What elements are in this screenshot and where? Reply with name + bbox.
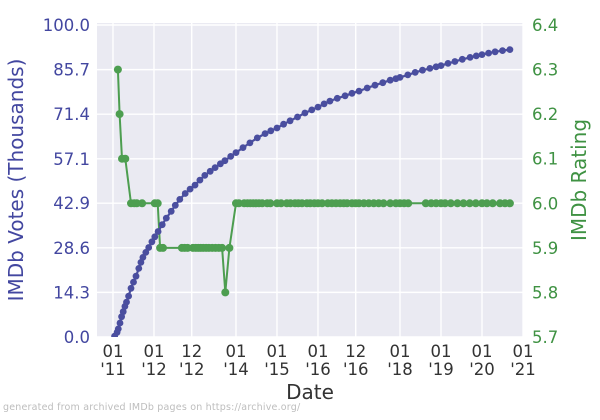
svg-text:01: 01 [430,342,451,361]
x-tick-labels: 01'1101'1212'1201'1401'1501'1612'1601'18… [100,342,536,379]
svg-text:01: 01 [102,342,123,361]
svg-text:6.0: 6.0 [532,194,558,213]
svg-text:'11: '11 [100,360,126,379]
y-tick-labels-right: 6.4 6.3 6.2 6.1 6.0 5.9 5.8 5.7 [532,16,558,347]
votes-series [111,46,514,337]
rating-series [113,65,514,297]
svg-text:01: 01 [513,342,534,361]
svg-text:'15: '15 [264,360,290,379]
svg-text:100.0: 100.0 [43,16,90,35]
svg-text:6.4: 6.4 [532,16,558,35]
svg-text:12: 12 [181,342,202,361]
svg-text:28.6: 28.6 [53,239,90,258]
svg-text:'16: '16 [305,360,331,379]
svg-text:01: 01 [389,342,410,361]
y-axis-label-right: IMDb Rating [567,118,591,242]
svg-text:85.7: 85.7 [53,61,90,80]
grid-lines [97,23,524,338]
svg-text:0.0: 0.0 [64,328,90,347]
svg-text:6.1: 6.1 [532,150,558,169]
svg-text:5.7: 5.7 [532,328,558,347]
svg-text:57.1: 57.1 [53,150,90,169]
svg-text:'18: '18 [387,360,413,379]
y-axis-label-left: IMDb Votes (Thousands) [4,58,28,302]
svg-text:01: 01 [307,342,328,361]
svg-text:42.9: 42.9 [53,194,90,213]
svg-text:'20: '20 [469,360,495,379]
y-tick-labels-left: 100.0 85.7 71.4 57.1 42.9 28.6 14.3 0.0 [43,16,90,347]
svg-text:14.3: 14.3 [53,283,90,302]
plot-background [97,23,523,337]
svg-text:01: 01 [143,342,164,361]
svg-text:12: 12 [345,342,366,361]
svg-text:01: 01 [471,342,492,361]
x-axis-label: Date [286,380,334,404]
svg-text:5.9: 5.9 [532,239,558,258]
svg-text:6.3: 6.3 [532,61,558,80]
svg-text:'16: '16 [343,360,369,379]
svg-text:01: 01 [266,342,287,361]
svg-text:'14: '14 [223,360,249,379]
svg-text:'21: '21 [510,360,536,379]
svg-text:01: 01 [225,342,246,361]
source-caption: generated from archived IMDb pages on ht… [3,402,301,413]
svg-text:'12: '12 [179,360,205,379]
svg-text:'19: '19 [428,360,454,379]
svg-text:5.8: 5.8 [532,283,558,302]
svg-text:71.4: 71.4 [53,105,90,124]
svg-text:'12: '12 [141,360,167,379]
svg-text:6.2: 6.2 [532,105,558,124]
